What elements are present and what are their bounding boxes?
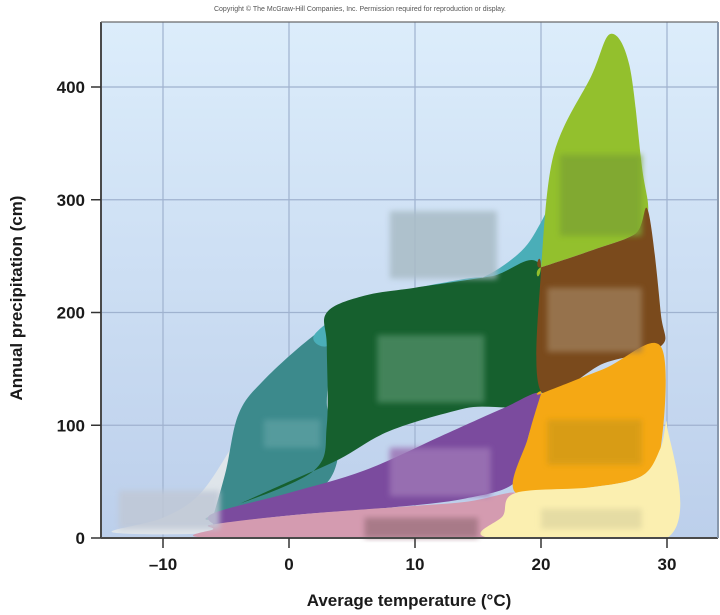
x-tick-label: 30 xyxy=(658,555,677,574)
plot-frame xyxy=(100,21,719,539)
label-box-temperate-rainforest xyxy=(389,211,497,279)
y-tick-label: 300 xyxy=(57,191,85,210)
label-box-tropical-seasonal xyxy=(547,287,642,352)
label-box-tundra xyxy=(118,490,220,529)
x-tick-label: 10 xyxy=(406,555,425,574)
x-axis-ticks: –10 0 10 20 30 xyxy=(149,538,677,574)
label-box-boreal xyxy=(263,419,321,448)
x-tick-label: 20 xyxy=(532,555,551,574)
label-box-grassland xyxy=(389,447,491,497)
label-boxes xyxy=(118,154,642,538)
y-tick-label: 0 xyxy=(76,529,85,548)
label-box-desert-cold xyxy=(364,517,478,538)
label-box-tropical-rainforest xyxy=(559,154,642,236)
y-tick-label: 400 xyxy=(57,78,85,97)
x-tick-label: 0 xyxy=(284,555,293,574)
y-axis-ticks: 0 100 200 300 400 xyxy=(57,78,101,548)
label-box-desert-hot xyxy=(541,508,642,529)
label-box-temperate-forest xyxy=(377,335,485,403)
x-tick-label: –10 xyxy=(149,555,177,574)
label-box-savanna xyxy=(547,419,642,465)
copyright-notice: Copyright © The McGraw-Hill Companies, I… xyxy=(213,6,506,13)
y-axis-title: Annual precipitation (cm) xyxy=(7,196,26,401)
y-tick-label: 200 xyxy=(57,304,85,323)
y-tick-label: 100 xyxy=(57,416,85,435)
x-axis-title: Average temperature (°C) xyxy=(307,591,512,610)
